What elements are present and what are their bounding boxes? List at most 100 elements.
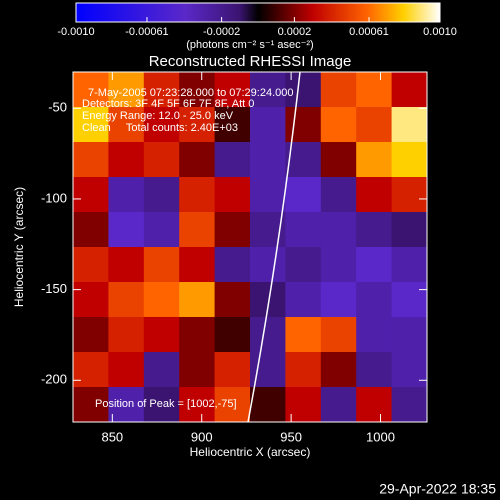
heatmap-cell [391, 107, 428, 143]
heatmap-cell [320, 212, 357, 248]
heatmap-cell [285, 317, 322, 353]
chart-title: Reconstructed RHESSI Image [149, 53, 352, 70]
colorbar-tick-label: -0.00061 [125, 26, 168, 38]
heatmap-cell [320, 72, 357, 108]
heatmap-cell [320, 107, 357, 143]
heatmap-cell [250, 107, 286, 143]
annotation: Clean Total counts: 2.40E+03 [82, 122, 238, 134]
heatmap-cell [285, 352, 322, 388]
heatmap-cell [143, 352, 180, 388]
heatmap-cell [143, 107, 180, 143]
heatmap-cell [214, 317, 251, 353]
y-tick-label: -200 [41, 372, 67, 387]
heatmap-cell [143, 282, 180, 318]
heatmap-cell [108, 387, 145, 423]
heatmap-cell [214, 212, 251, 248]
y-tick-label: -50 [48, 100, 67, 115]
heatmap-cell [391, 282, 428, 318]
heatmap-cell [73, 142, 109, 178]
heatmap-cell [356, 352, 393, 388]
colorbar-tick-label: 0.00061 [349, 26, 389, 38]
heatmap-cell [108, 352, 145, 388]
heatmap-cell [143, 142, 180, 178]
heatmap-cell [320, 177, 357, 213]
heatmap-cell [73, 177, 109, 213]
heatmap-cell [320, 387, 357, 423]
colorbar-tick-label: -0.0010 [57, 26, 94, 38]
heatmap-cell [214, 72, 251, 108]
heatmap-cell [250, 387, 286, 423]
heatmap-cell [73, 387, 109, 423]
y-tick-label: -150 [41, 281, 67, 296]
heatmap-cell [108, 282, 145, 318]
heatmap-cell [179, 317, 216, 353]
heatmap-cell [250, 282, 286, 318]
x-tick-label: 950 [280, 429, 302, 444]
heatmap-cell [214, 142, 251, 178]
heatmap-cell [320, 247, 357, 283]
heatmap-cell [356, 107, 393, 143]
annotation: Detectors: 3F 4F 5F 6F 7F 8F, Att 0 [82, 98, 254, 110]
annotation: 7-May-2005 07:23:28.000 to 07:29:24.000 [88, 87, 294, 99]
heatmap-cell [356, 212, 393, 248]
colorbar-label: (photons cm⁻² s⁻¹ asec⁻²) [186, 39, 313, 51]
colorbar [75, 2, 441, 23]
heatmap-cell [285, 107, 322, 143]
heatmap-cell [143, 212, 180, 248]
heatmap-cell [179, 177, 216, 213]
heatmap-cell [73, 317, 109, 353]
heatmap-cell [214, 247, 251, 283]
heatmap-cell [391, 142, 428, 178]
heatmap-cell [250, 142, 286, 178]
heatmap-cell [179, 107, 216, 143]
y-tick-label: -100 [41, 190, 67, 205]
heatmap-cell [391, 352, 428, 388]
heatmap-cell [250, 177, 286, 213]
heatmap-cell [108, 317, 145, 353]
heatmap-cell [73, 282, 109, 318]
heatmap-cell [214, 282, 251, 318]
y-axis-label: Heliocentric Y (arcsec) [12, 187, 26, 307]
heatmap-cell [356, 387, 393, 423]
heatmap-cell [250, 72, 286, 108]
heatmap-cell [391, 247, 428, 283]
x-tick-label: 1000 [366, 429, 395, 444]
heatmap-cell [73, 72, 109, 108]
heatmap-cell [356, 282, 393, 318]
heatmap-cell [108, 247, 145, 283]
heatmap-cell [391, 177, 428, 213]
heatmap-cell [179, 212, 216, 248]
colorbar-tick-label: 0.0010 [423, 26, 457, 38]
heatmap-cell [108, 107, 145, 143]
heatmap-cell [179, 352, 216, 388]
heatmap-cell [214, 387, 251, 423]
colorbar-tick-label: -0.0002 [203, 26, 240, 38]
heatmap-cell [285, 177, 322, 213]
heatmap-cell [179, 142, 216, 178]
heatmap-cell [250, 212, 286, 248]
heatmap-cell [250, 247, 286, 283]
heatmap-cell [108, 212, 145, 248]
heatmap-cell [143, 387, 180, 423]
heatmap-cell [285, 212, 322, 248]
heatmap-cell [179, 72, 216, 108]
heatmap-cell [356, 72, 393, 108]
heatmap-cell [143, 247, 180, 283]
heatmap-cell [179, 247, 216, 283]
heatmap-cell [356, 142, 393, 178]
solar-limb [247, 71, 301, 423]
heatmap-cell [356, 177, 393, 213]
heatmap-cell [250, 317, 286, 353]
heatmap-cell [356, 247, 393, 283]
heatmap-cell [391, 387, 428, 423]
heatmap-cell [73, 212, 109, 248]
heatmap-cell [320, 352, 357, 388]
annotation: Energy Range: 12.0 - 25.0 keV [82, 110, 234, 122]
x-axis-label: Heliocentric X (arcsec) [190, 445, 311, 459]
heatmap-cell [179, 387, 216, 423]
heatmap-cell [108, 72, 145, 108]
heatmap-cell [391, 317, 428, 353]
colorbar-tick-label: 0.0002 [278, 26, 312, 38]
heatmap-cell [285, 282, 322, 318]
